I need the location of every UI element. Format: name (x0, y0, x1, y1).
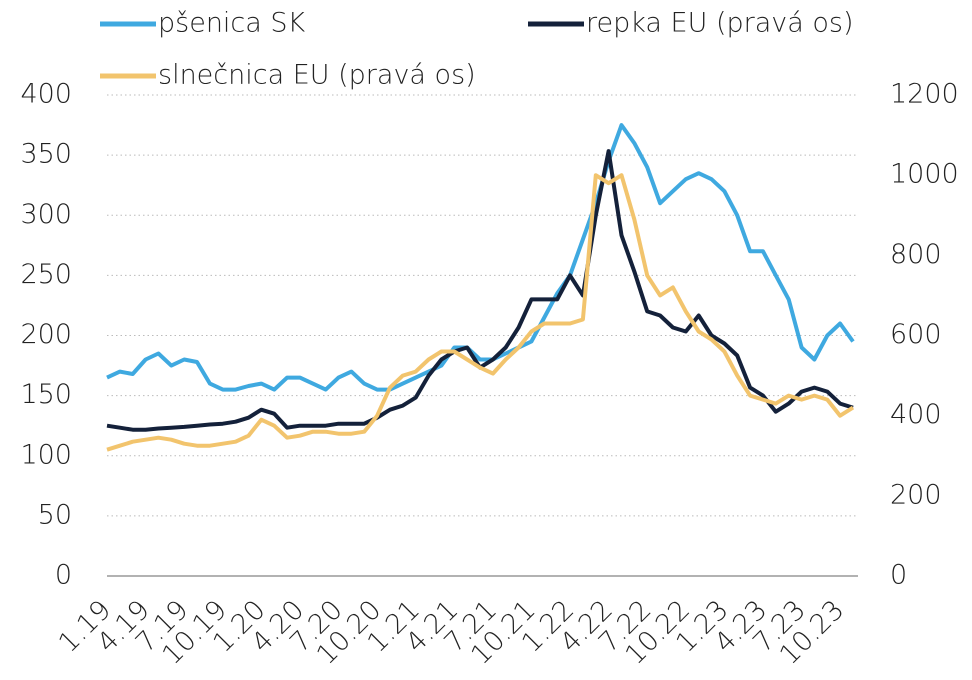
y-tick-label: 100 (20, 439, 72, 470)
y-tick-label: 300 (20, 199, 72, 230)
y2-tick-label: 400 (890, 399, 942, 430)
legend-label: pšenica SK (158, 8, 306, 39)
y2-tick-label: 800 (890, 239, 942, 270)
y-tick-label: 0 (55, 560, 72, 591)
y-tick-label: 150 (20, 379, 72, 410)
line-series (106, 123, 855, 392)
line-series (106, 173, 855, 452)
legend-label: repka EU (pravá os) (586, 8, 854, 39)
y2-tick-label: 600 (890, 319, 942, 350)
y-tick-label: 50 (38, 499, 72, 530)
y-tick-label: 200 (20, 319, 72, 350)
y2-tick-label: 1000 (890, 159, 959, 190)
legend-label: slnečnica EU (pravá os) (158, 60, 476, 91)
y2-tick-label: 1200 (890, 79, 959, 110)
y-tick-label: 250 (20, 259, 72, 290)
y-tick-label: 400 (20, 79, 72, 110)
y2-tick-label: 200 (890, 479, 942, 510)
y2-tick-label: 0 (890, 560, 907, 591)
y-tick-label: 350 (20, 139, 72, 170)
